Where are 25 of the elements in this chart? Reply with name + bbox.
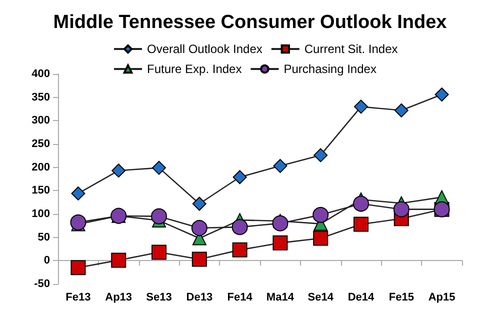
chart-title: Middle Tennessee Consumer Outlook Index (53, 12, 448, 33)
x-tick-label: Ap15 (428, 292, 456, 304)
legend-label: Overall Outlook Index (147, 42, 262, 56)
y-tick-label: 400 (32, 68, 50, 80)
x-tick-label: De14 (348, 292, 376, 304)
x-tick-label: Ap13 (105, 292, 132, 304)
x-tick-label: Se14 (308, 292, 334, 304)
y-tick-label: 100 (32, 208, 50, 220)
y-tick-label: 300 (32, 114, 50, 127)
y-tick-label: -50 (34, 278, 50, 290)
x-tick-label: Fe13 (66, 292, 91, 304)
legend-label: Future Exp. Index (147, 62, 242, 76)
y-tick-label: 250 (32, 138, 50, 150)
x-tick-label: Fe14 (227, 292, 254, 304)
x-tick-label: Fe15 (388, 292, 414, 304)
y-tick-label: 200 (32, 161, 50, 174)
y-tick-label: 350 (32, 91, 50, 104)
x-tick-label: De13 (186, 292, 213, 304)
y-tick-label: 50 (38, 231, 50, 244)
y-tick-label: 150 (32, 184, 50, 197)
legend-label: Current Sit. Index (304, 42, 398, 56)
y-tick-label: 0 (44, 254, 50, 267)
x-tick-label: Se13 (146, 292, 172, 304)
x-tick-label: Ma14 (266, 292, 295, 304)
legend-label: Purchasing Index (284, 62, 376, 76)
